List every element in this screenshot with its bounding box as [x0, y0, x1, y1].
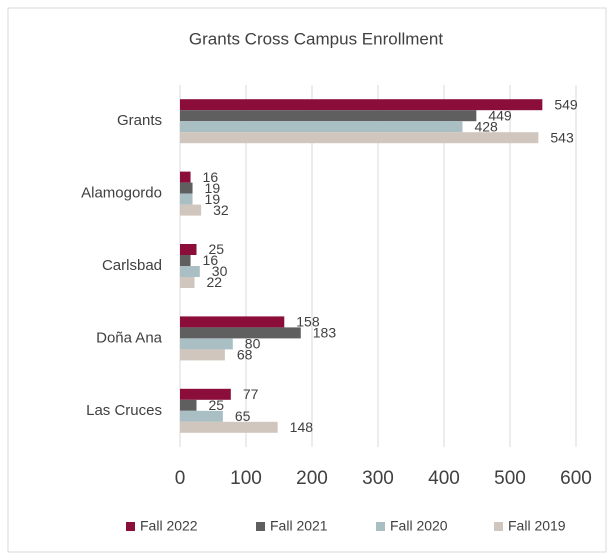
legend-label: Fall 2020	[390, 518, 448, 534]
bar	[180, 316, 285, 328]
data-label: 68	[237, 347, 253, 363]
y-tick-label: Carlsbad	[102, 257, 162, 274]
data-label: 16	[203, 252, 219, 268]
bar	[180, 388, 231, 400]
bar	[180, 121, 463, 133]
x-tick-label: 600	[560, 468, 592, 489]
bar	[180, 255, 191, 266]
data-label: 30	[212, 263, 228, 279]
y-tick-label: Alamogordo	[81, 185, 162, 202]
bar	[180, 99, 543, 111]
data-label: 65	[235, 408, 251, 424]
bar	[180, 182, 193, 194]
data-label: 25	[209, 241, 225, 257]
bar	[180, 266, 200, 277]
y-tick-label: Grants	[117, 112, 162, 129]
bar	[180, 193, 193, 205]
bar	[180, 421, 278, 433]
data-label: 148	[290, 419, 314, 435]
chart-title: Grants Cross Campus Enrollment	[189, 29, 443, 48]
data-label: 449	[488, 107, 512, 123]
bar	[180, 349, 225, 361]
bar	[180, 277, 195, 288]
legend-swatch	[376, 522, 385, 531]
data-label: 25	[209, 397, 225, 413]
x-tick-label: 0	[175, 468, 186, 489]
x-tick-label: 100	[230, 468, 262, 489]
y-tick-label: Doña Ana	[96, 329, 163, 346]
x-tick-label: 400	[428, 468, 460, 489]
data-label: 32	[213, 202, 229, 218]
x-tick-label: 500	[494, 468, 526, 489]
bar	[180, 110, 477, 122]
data-label: 22	[207, 274, 223, 290]
y-tick-label: Las Cruces	[86, 402, 162, 419]
bar	[180, 244, 197, 255]
data-label: 19	[205, 191, 221, 207]
data-label: 80	[245, 336, 261, 352]
data-label: 549	[554, 96, 578, 112]
x-tick-label: 200	[296, 468, 328, 489]
bar	[180, 327, 301, 339]
bar	[180, 171, 191, 183]
chart-border	[7, 7, 607, 553]
data-label: 543	[550, 129, 574, 145]
bar	[180, 204, 202, 216]
data-label: 183	[313, 325, 337, 341]
x-tick-label: 300	[362, 468, 394, 489]
bar	[180, 132, 539, 144]
legend-swatch	[126, 522, 135, 531]
data-label: 16	[203, 169, 219, 185]
bar	[180, 399, 197, 411]
legend-swatch	[256, 522, 265, 531]
data-label: 19	[205, 180, 221, 196]
bar	[180, 410, 223, 422]
bar	[180, 338, 233, 350]
legend-swatch	[494, 522, 503, 531]
legend-label: Fall 2021	[270, 518, 328, 534]
data-label: 77	[243, 386, 259, 402]
data-label: 158	[296, 314, 320, 330]
data-label: 428	[474, 118, 498, 134]
legend-label: Fall 2022	[140, 518, 198, 534]
legend-label: Fall 2019	[508, 518, 566, 534]
